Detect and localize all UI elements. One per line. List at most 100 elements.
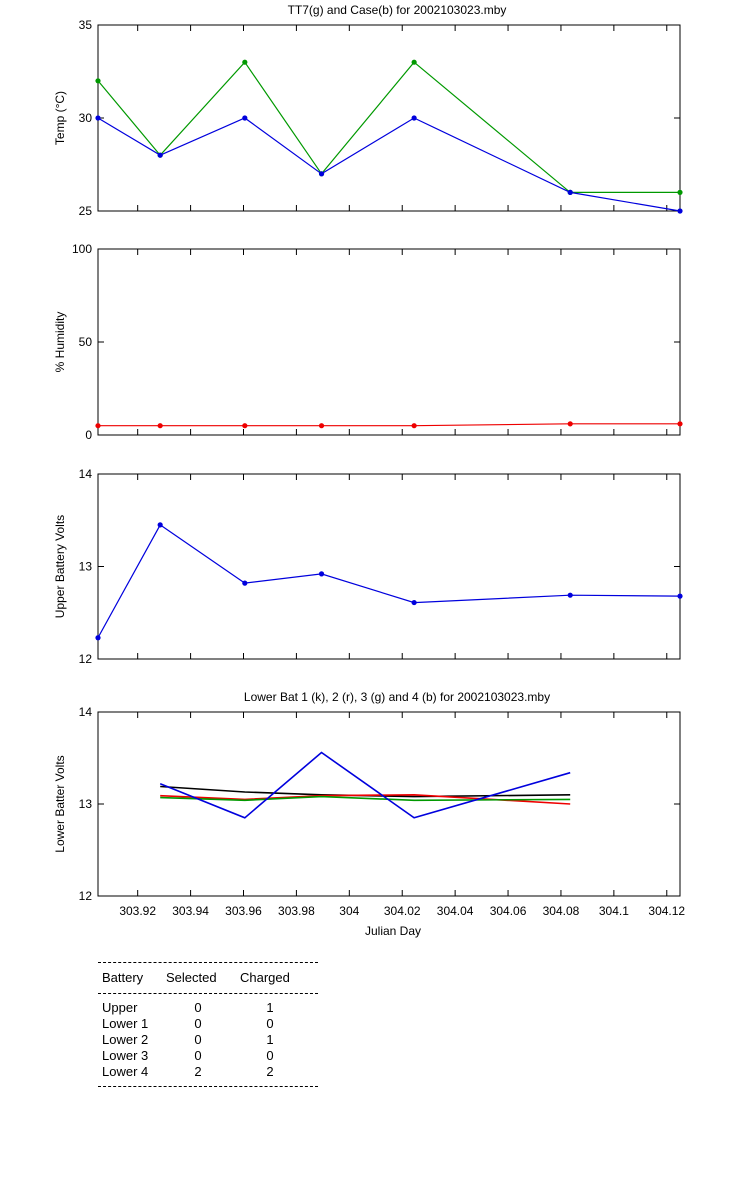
row-selected: 0 xyxy=(194,1032,202,1047)
data-point xyxy=(95,423,101,429)
series-line-2 xyxy=(160,793,571,805)
figure: 25 30 35 TT7(g) and Case(b) for 2002103023.… xyxy=(53,3,685,938)
table-header-rule xyxy=(98,993,318,994)
data-point xyxy=(242,580,248,586)
data-point xyxy=(157,522,163,528)
chart-panel-2: 0 50 100 % Humidity xyxy=(53,242,683,442)
x-tick-label: 304.06 xyxy=(490,904,527,918)
chart-panel-3: 12 13 14 Upper Battery Volts xyxy=(53,467,683,666)
row-battery: Lower 1 xyxy=(102,1016,149,1031)
row-charged: 0 xyxy=(266,1016,274,1031)
data-point xyxy=(411,59,417,65)
row-selected: 0 xyxy=(194,1016,202,1031)
row-battery: Lower 3 xyxy=(102,1048,149,1063)
data-point xyxy=(567,592,573,598)
x-tick-label: 304.04 xyxy=(437,904,474,918)
y-axis-label: Temp (°C) xyxy=(53,91,67,145)
series-line-1 xyxy=(97,61,680,193)
y-tick-label: 14 xyxy=(79,467,93,481)
data-point xyxy=(411,423,417,429)
x-tick-label: 303.96 xyxy=(225,904,262,918)
row-battery: Upper xyxy=(102,1000,138,1015)
series-line-2 xyxy=(97,117,681,212)
row-charged: 0 xyxy=(266,1048,274,1063)
data-point xyxy=(242,423,248,429)
x-axis-label: Julian Day xyxy=(365,924,421,938)
y-tick-label: 14 xyxy=(79,705,93,719)
data-point xyxy=(567,189,573,195)
battery-status-table: Battery Selected Charged Upper 0 1 Lower… xyxy=(98,962,318,1087)
x-tick-label: 303.94 xyxy=(172,904,209,918)
table-bottom-rule xyxy=(98,1086,318,1087)
data-point xyxy=(157,423,163,429)
data-point xyxy=(95,115,101,121)
x-tick-label: 304.1 xyxy=(599,904,629,918)
y-tick-label: 35 xyxy=(79,18,93,32)
y-axis-label: % Humidity xyxy=(53,312,67,373)
plot-frame xyxy=(97,24,681,212)
x-tick-label: 304.12 xyxy=(648,904,685,918)
header-charged: Charged xyxy=(240,970,290,985)
table-row: Lower 4 2 2 xyxy=(98,1064,318,1080)
y-tick-label: 25 xyxy=(79,204,93,218)
y-tick-label: 50 xyxy=(79,335,93,349)
header-battery: Battery xyxy=(102,970,144,985)
data-point xyxy=(318,571,325,577)
data-point xyxy=(318,171,325,177)
data-point xyxy=(677,208,683,214)
data-point xyxy=(677,189,683,195)
row-charged: 1 xyxy=(266,1032,274,1047)
table-top-rule xyxy=(98,962,318,963)
row-battery: Lower 4 xyxy=(102,1064,149,1079)
y-tick-label: 0 xyxy=(85,428,92,442)
plot-frame xyxy=(97,248,681,436)
series-line-4 xyxy=(159,751,571,819)
chart-title: TT7(g) and Case(b) for 2002103023.mby xyxy=(288,3,507,17)
data-point xyxy=(95,78,101,84)
y-tick-label: 12 xyxy=(79,652,93,666)
data-point xyxy=(677,421,683,427)
y-tick-label: 12 xyxy=(79,889,93,903)
data-point xyxy=(95,635,101,641)
series-line-1 xyxy=(98,423,680,427)
series-line-3 xyxy=(160,795,571,802)
table-header-row: Battery Selected Charged xyxy=(98,963,318,993)
y-tick-label: 13 xyxy=(79,797,93,811)
data-point xyxy=(242,115,248,121)
row-selected: 2 xyxy=(194,1064,202,1079)
data-point xyxy=(677,593,683,599)
series-line-1 xyxy=(97,524,681,638)
table-row: Lower 1 0 0 xyxy=(98,1016,318,1032)
data-point xyxy=(411,115,417,121)
x-tick-label: 304.02 xyxy=(384,904,421,918)
table-row: Upper 0 1 xyxy=(98,1000,318,1016)
header-selected: Selected xyxy=(166,970,217,985)
row-charged: 2 xyxy=(266,1064,274,1079)
y-tick-label: 100 xyxy=(72,242,92,256)
plot-frame xyxy=(97,711,681,897)
y-tick-label: 13 xyxy=(79,560,93,574)
chart-panel-4: 12 13 14 303.92 303.94 303.96 303.98 304 304.02 3… xyxy=(53,690,685,938)
x-tick-label: 304 xyxy=(339,904,359,918)
x-tick-label: 303.92 xyxy=(119,904,156,918)
y-axis-label: Lower Batter Volts xyxy=(53,755,67,852)
row-charged: 1 xyxy=(266,1000,274,1015)
chart-panel-1: 25 30 35 TT7(g) and Case(b) for 2002103023.… xyxy=(53,3,683,218)
x-tick-label: 304.08 xyxy=(543,904,580,918)
table-row: Lower 3 0 0 xyxy=(98,1048,318,1064)
data-point xyxy=(157,152,163,158)
y-axis-label: Upper Battery Volts xyxy=(53,515,67,618)
y-tick-label: 30 xyxy=(79,111,93,125)
row-selected: 0 xyxy=(194,1000,202,1015)
data-point xyxy=(242,59,248,65)
row-selected: 0 xyxy=(194,1048,202,1063)
chart-title: Lower Bat 1 (k), 2 (r), 3 (g) and 4 (b) … xyxy=(244,690,550,704)
data-point xyxy=(411,599,417,606)
row-battery: Lower 2 xyxy=(102,1032,149,1047)
table-row: Lower 2 0 1 xyxy=(98,1032,318,1048)
data-point xyxy=(318,423,325,429)
x-tick-label: 303.98 xyxy=(278,904,315,918)
plot-frame xyxy=(97,473,681,660)
data-point xyxy=(567,421,573,427)
series-line-1 xyxy=(160,785,571,798)
